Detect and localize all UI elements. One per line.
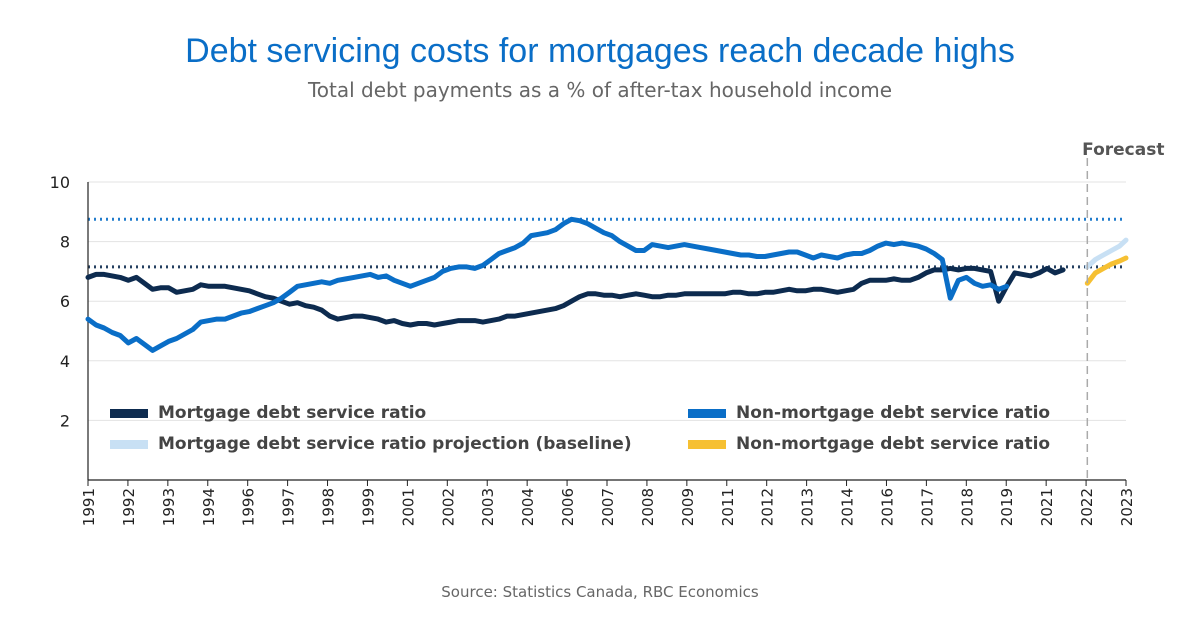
legend-swatch-mortgage [110,408,148,418]
source-note: Source: Statistics Canada, RBC Economics [441,583,759,601]
forecast-marker: Forecast [1082,140,1164,482]
x-tick-label: 2008 [639,488,657,526]
x-tick-label: 2021 [1038,488,1056,526]
x-tick-label: 2017 [918,488,936,526]
series-non-mortgage-projection [1084,255,1129,286]
legend-label-non-mortgage-projection: Non-mortgage debt service ratio [736,434,1051,454]
reference-lines [88,217,1126,269]
gridlines [88,181,1126,421]
x-tick-label: 1994 [200,488,218,526]
x-tick-label: 2022 [1078,488,1096,526]
x-tick-label: 1999 [359,488,377,526]
x-tick-label: 1996 [240,488,258,526]
x-tick-label: 1992 [120,488,138,526]
legend-swatch-mortgage-projection [110,439,148,449]
y-tick-label: 8 [60,233,70,252]
x-tick-label: 2007 [599,488,617,526]
x-tick-label: 2023 [1118,488,1136,526]
legend-item-non-mortgage-projection: Non-mortgage debt service ratio [688,432,1050,456]
legend-item-mortgage: Mortgage debt service ratio [110,401,426,425]
x-tick-label: 2003 [479,488,497,526]
x-tick-label: 2006 [559,488,577,526]
legend-item-mortgage-projection: Mortgage debt service ratio projection (… [110,432,632,456]
legend-item-non-mortgage: Non-mortgage debt service ratio [688,401,1050,425]
series-non-mortgage [85,216,1010,353]
legend-label-non-mortgage: Non-mortgage debt service ratio [736,403,1051,423]
series-mortgage-projection [1084,237,1129,270]
chart-title: Debt servicing costs for mortgages reach… [185,32,1015,70]
legend-swatch-non-mortgage [688,408,726,418]
x-tick-label: 1991 [80,488,98,526]
y-tick-label: 2 [60,411,70,430]
x-tick-label: 1993 [160,488,178,526]
x-tick-label: 1997 [280,488,298,526]
x-tick-label: 1998 [320,488,338,526]
x-tick-label: 2013 [799,488,817,526]
x-tick-label: 2018 [958,488,976,526]
chart-subtitle: Total debt payments as a % of after-tax … [307,78,893,102]
x-tick-label: 2004 [519,488,537,526]
x-tick-label: 2011 [719,488,737,526]
x-tick-label: 2001 [399,488,417,526]
y-tick-label: 10 [50,173,70,192]
x-tick-label: 2002 [439,488,457,526]
legend-label-mortgage: Mortgage debt service ratio [158,403,427,423]
legend-swatch-non-mortgage-projection [688,439,726,449]
x-tick-label: 2009 [679,488,697,526]
forecast-label: Forecast [1082,140,1164,160]
series-mortgage [85,265,1066,328]
y-tick-label: 6 [60,292,70,311]
y-tick-label: 4 [60,352,70,371]
axes: 2 4 6 8 10 1991 1992 1993 1994 1996 1997 1998 1999 20… [50,173,1136,526]
x-tick-label: 2012 [759,488,777,526]
x-tick-label: 2016 [878,488,896,526]
x-tick-label: 2019 [998,488,1016,526]
series-lines [85,216,1129,353]
x-tick-label: 2014 [839,488,857,526]
legend-label-mortgage-projection: Mortgage debt service ratio projection (… [158,434,632,454]
